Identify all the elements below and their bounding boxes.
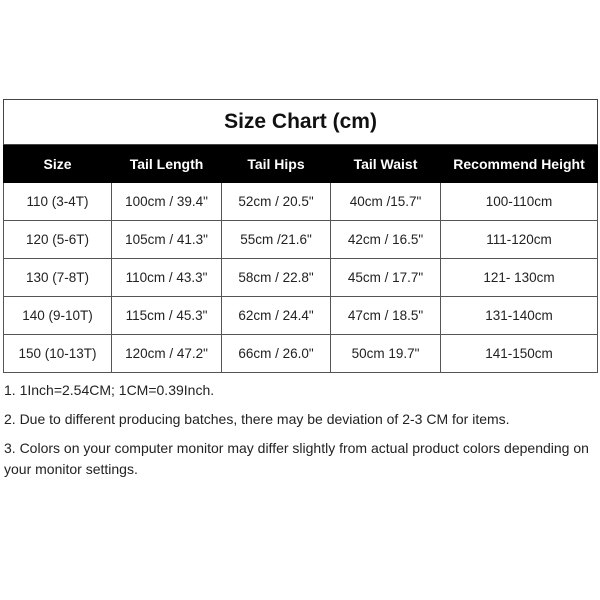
table-cell: 115cm / 45.3" [111, 296, 222, 335]
note: 3. Colors on your computer monitor may d… [4, 440, 589, 477]
table-cell: 130 (7-8T) [3, 258, 112, 297]
table-cell: 110 (3-4T) [3, 182, 112, 221]
table-row: 110 (3-4T) 100cm / 39.4" 52cm / 20.5" 40cm … [3, 182, 599, 221]
table-cell: 52cm / 20.5" [221, 182, 331, 221]
column-header: Tail Waist [330, 144, 441, 183]
column-header: Tail Hips [221, 144, 331, 183]
table-cell: 40cm /15.7" [330, 182, 441, 221]
table-cell: 150 (10-13T) [3, 334, 112, 373]
table-row: 140 (9-10T) 115cm / 45.3" 62cm / 24.4" 47cm… [3, 296, 599, 335]
table-row: 130 (7-8T) 110cm / 43.3" 58cm / 22.8" 45cm … [3, 258, 599, 297]
header-row: Size Tail Length Tail Hips Tail Waist Recomm… [3, 144, 599, 183]
table-cell: 110cm / 43.3" [111, 258, 222, 297]
table-cell: 42cm / 16.5" [330, 220, 441, 259]
table-cell: 47cm / 18.5" [330, 296, 441, 335]
column-header: Size [3, 144, 112, 183]
column-header: Tail Length [111, 144, 222, 183]
table-row: 150 (10-13T) 120cm / 47.2" 66cm / 26.0" 50c… [3, 334, 599, 373]
table-cell: 100-110cm [439, 182, 599, 221]
note: 2. Due to different producing batches, t… [4, 411, 510, 427]
notes: 1. 1Inch=2.54CM; 1CM=0.39Inch. 2. Due to … [4, 380, 594, 488]
size-chart-table: Size Chart (cm) Size Tail Length Tail Hips… [2, 99, 599, 373]
table-cell: 141-150cm [439, 334, 599, 373]
table-row: 120 (5-6T) 105cm / 41.3" 55cm /21.6" 42cm /… [3, 220, 599, 259]
table-cell: 50cm 19.7" [330, 334, 441, 373]
table-cell: 100cm / 39.4" [111, 182, 222, 221]
table-cell: 121- 130cm [439, 258, 599, 297]
table-cell: 62cm / 24.4" [221, 296, 331, 335]
table-cell: 140 (9-10T) [3, 296, 112, 335]
table-cell: 55cm /21.6" [221, 220, 331, 259]
table-cell: 131-140cm [439, 296, 599, 335]
table-cell: 45cm / 17.7" [330, 258, 441, 297]
table-cell: 66cm / 26.0" [221, 334, 331, 373]
column-header: Recommend Height [439, 144, 599, 183]
table-cell: 105cm / 41.3" [111, 220, 222, 259]
table-cell: 120cm / 47.2" [111, 334, 222, 373]
table-body: 110 (3-4T) 100cm / 39.4" 52cm / 20.5" 40cm … [3, 182, 599, 373]
table-cell: 120 (5-6T) [3, 220, 112, 259]
chart-title: Size Chart (cm) [2, 99, 599, 145]
table-cell: 58cm / 22.8" [221, 258, 331, 297]
note: 1. 1Inch=2.54CM; 1CM=0.39Inch. [4, 382, 215, 398]
table-cell: 111-120cm [439, 220, 599, 259]
